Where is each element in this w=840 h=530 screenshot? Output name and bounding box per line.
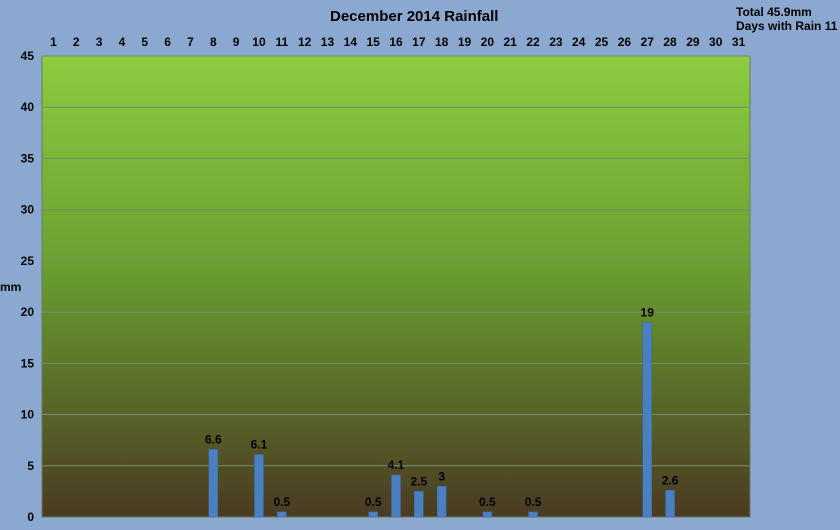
y-tick-label: 40 bbox=[21, 100, 35, 114]
x-tick-label: 8 bbox=[210, 35, 217, 49]
x-tick-label: 21 bbox=[504, 35, 518, 49]
y-tick-label: 10 bbox=[21, 408, 35, 422]
y-tick-label: 25 bbox=[21, 254, 35, 268]
x-tick-label: 11 bbox=[275, 35, 288, 49]
data-label: 2.6 bbox=[662, 473, 679, 487]
x-tick-label: 3 bbox=[96, 35, 103, 49]
y-tick-label: 20 bbox=[21, 305, 35, 319]
data-label: 0.5 bbox=[479, 495, 496, 509]
x-tick-label: 30 bbox=[709, 35, 723, 49]
x-tick-label: 31 bbox=[732, 35, 746, 49]
x-tick-label: 9 bbox=[233, 35, 240, 49]
x-tick-label: 12 bbox=[298, 35, 312, 49]
x-tick-label: 6 bbox=[164, 35, 171, 49]
data-label: 6.1 bbox=[251, 438, 268, 452]
data-label: 0.5 bbox=[525, 495, 542, 509]
x-tick-label: 15 bbox=[366, 35, 380, 49]
days-with-rain-annotation: Days with Rain 11 bbox=[736, 19, 838, 33]
x-tick-label: 19 bbox=[458, 35, 472, 49]
x-tick-label: 7 bbox=[187, 35, 194, 49]
data-label: 0.5 bbox=[273, 495, 290, 509]
x-tick-label: 13 bbox=[321, 35, 335, 49]
x-tick-label: 10 bbox=[252, 35, 266, 49]
bar bbox=[642, 322, 652, 518]
data-label: 4.1 bbox=[388, 458, 405, 472]
data-label: 3 bbox=[438, 469, 445, 483]
x-tick-label: 16 bbox=[389, 35, 403, 49]
bar bbox=[482, 511, 493, 518]
y-tick-label: 0 bbox=[27, 510, 34, 524]
x-tick-label: 14 bbox=[344, 35, 358, 49]
x-tick-label: 24 bbox=[572, 35, 586, 49]
bar bbox=[665, 490, 675, 518]
x-tick-label: 4 bbox=[119, 35, 126, 49]
y-tick-label: 5 bbox=[27, 459, 34, 473]
plot-background bbox=[41, 55, 751, 518]
data-label: 2.5 bbox=[410, 474, 427, 488]
x-tick-label: 20 bbox=[481, 35, 495, 49]
x-tick-label: 5 bbox=[141, 35, 148, 49]
y-tick-label: 45 bbox=[21, 49, 35, 63]
chart-title: December 2014 Rainfall bbox=[330, 8, 499, 25]
y-axis-label: mm bbox=[0, 280, 22, 294]
bar bbox=[208, 449, 219, 518]
bar bbox=[368, 511, 378, 518]
bar bbox=[277, 511, 287, 518]
x-tick-label: 22 bbox=[526, 35, 540, 49]
bar bbox=[528, 511, 538, 518]
x-tick-label: 28 bbox=[663, 35, 677, 49]
x-tick-label: 27 bbox=[641, 35, 655, 49]
data-label: 19 bbox=[641, 305, 655, 319]
x-tick-label: 25 bbox=[595, 35, 609, 49]
data-label: 0.5 bbox=[365, 495, 382, 509]
x-tick-label: 17 bbox=[412, 35, 426, 49]
y-tick-label: 30 bbox=[21, 203, 35, 217]
total-rainfall-annotation: Total 45.9mm bbox=[736, 5, 812, 19]
bar bbox=[436, 486, 447, 518]
x-tick-label: 23 bbox=[549, 35, 563, 49]
chart-totals: Total 45.9mm Days with Rain 11 bbox=[736, 5, 837, 33]
data-label: 6.6 bbox=[205, 432, 222, 446]
x-tick-label: 26 bbox=[618, 35, 632, 49]
bar bbox=[414, 491, 424, 518]
x-tick-label: 18 bbox=[435, 35, 449, 49]
bar bbox=[254, 454, 264, 518]
x-tick-label: 29 bbox=[686, 35, 700, 49]
y-tick-label: 15 bbox=[21, 356, 35, 370]
x-tick-label: 2 bbox=[73, 35, 80, 49]
bar bbox=[391, 474, 401, 518]
y-tick-label: 35 bbox=[21, 151, 35, 165]
x-tick-label: 1 bbox=[50, 35, 57, 49]
